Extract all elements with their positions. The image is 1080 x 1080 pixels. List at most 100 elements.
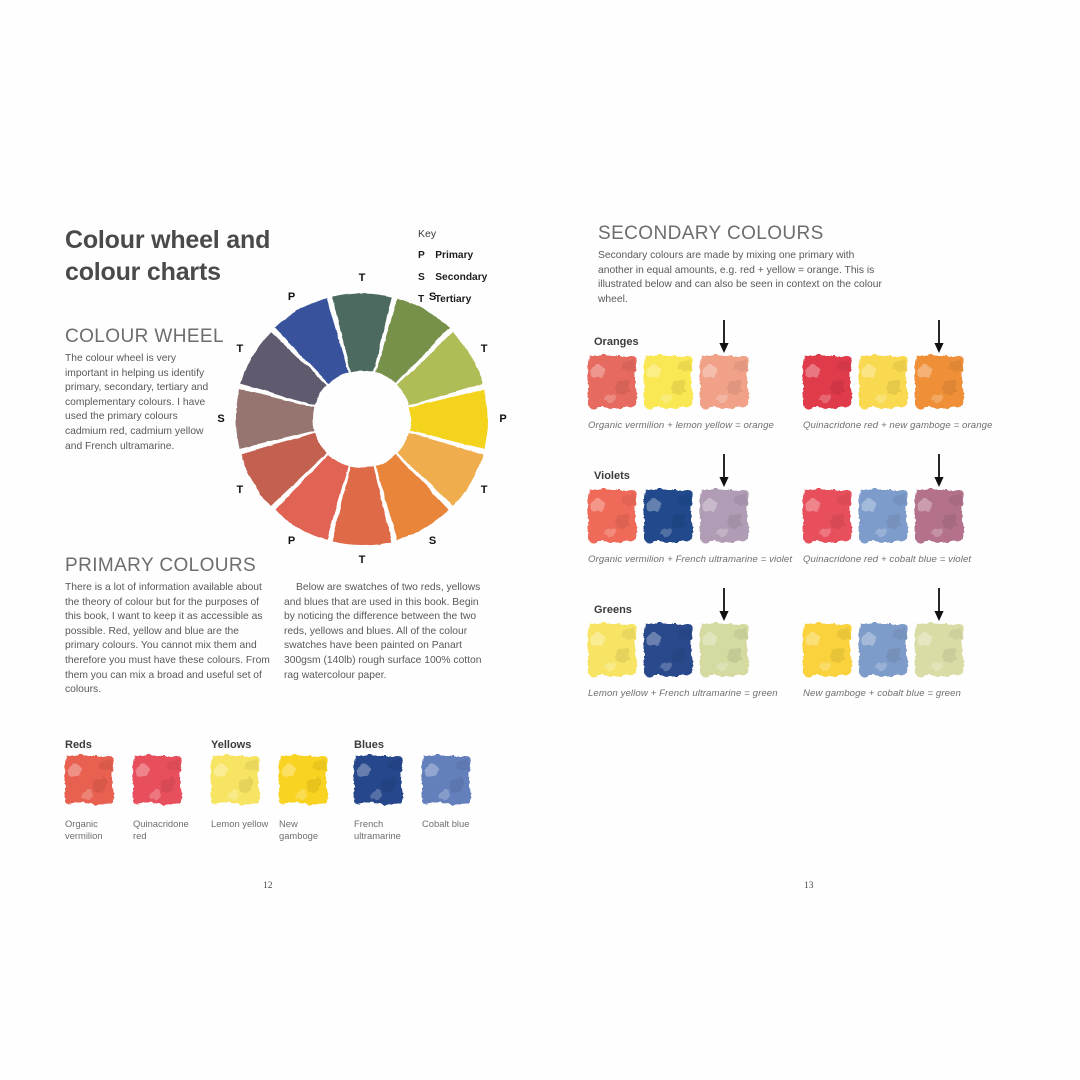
key-item-tertiary: T Tertiary bbox=[418, 289, 487, 307]
wheel-segment-blue-green bbox=[332, 293, 392, 372]
paint-swatch-new-gamboge bbox=[803, 624, 851, 676]
colour-wheel-body: The colour wheel is very important in he… bbox=[65, 353, 209, 452]
swatch-item: Cobalt blue bbox=[422, 756, 480, 830]
wheel-key-red-orange: T bbox=[358, 554, 366, 566]
secondary-colour-rows: Oranges Organic vermilion + lemon yellow … bbox=[588, 320, 1068, 736]
mix-arrow-icon bbox=[934, 588, 944, 621]
paint-swatch-french-ultramarine bbox=[644, 490, 692, 542]
key-heading: Key bbox=[418, 228, 437, 240]
mix-arrow-icon bbox=[934, 454, 944, 487]
page-number-left: 12 bbox=[263, 881, 273, 891]
colour-wheel-svg bbox=[236, 293, 488, 545]
swatch-caption: Quinacridone red bbox=[133, 818, 189, 842]
swatch-group-yellows: Yellows Lemon yellow New gamboge bbox=[211, 739, 327, 841]
wheel-key-yellow-green: T bbox=[480, 342, 488, 355]
wheel-key-orange: S bbox=[428, 535, 437, 548]
paint-swatch-cobalt-blue bbox=[859, 624, 907, 676]
primary-colours-heading: PRIMARY COLOURS bbox=[65, 555, 257, 576]
paint-swatch-quinacridone-red bbox=[803, 356, 851, 408]
swatch-item: Quinacridone red bbox=[133, 756, 191, 842]
wheel-key-violet: S bbox=[217, 413, 225, 425]
primary-colours-column-2: Below are swatches of two reds, yellows … bbox=[284, 582, 482, 681]
paint-swatch-organic-vermilion bbox=[588, 490, 636, 542]
key-label-tertiary: Tertiary bbox=[434, 294, 472, 305]
page-number-right: 13 bbox=[804, 881, 814, 891]
mix-equation-caption: Quinacridone red + new gamboge = orange bbox=[803, 420, 993, 431]
swatch-caption: New gamboge bbox=[279, 818, 319, 842]
wheel-segment-yellow-orange bbox=[397, 432, 483, 507]
wheel-key-red-violet: T bbox=[236, 483, 244, 496]
mix-equation-caption: Organic vermilion + French ultramarine =… bbox=[588, 554, 793, 565]
paint-swatch-lemon-yellow bbox=[644, 356, 692, 408]
paint-swatch bbox=[354, 756, 402, 804]
secondary-colours-body: Secondary colours are made by mixing one… bbox=[598, 250, 882, 305]
paint-swatch-green-mix bbox=[700, 624, 748, 676]
swatch-caption: French ultramarine bbox=[354, 818, 401, 842]
swatch-caption: Lemon yellow bbox=[211, 818, 269, 829]
wheel-key-yellow: P bbox=[499, 413, 507, 425]
key-letter-t: T bbox=[418, 294, 425, 305]
wheel-key-blue-green: T bbox=[358, 272, 366, 284]
key-block: Key P Primary S Secondary T Tertiary bbox=[418, 228, 487, 307]
swatch-item: New gamboge bbox=[279, 756, 337, 842]
wheel-segment-red bbox=[274, 454, 349, 540]
key-letter-s: S bbox=[418, 272, 425, 283]
wheel-segment-orange bbox=[375, 454, 450, 540]
wheel-key-yellow-orange: T bbox=[480, 483, 488, 496]
wheel-segment-red-violet bbox=[241, 432, 327, 507]
wheel-key-blue-violet: T bbox=[236, 342, 244, 355]
paint-swatch bbox=[65, 756, 113, 804]
wheel-segment-red-orange bbox=[332, 466, 392, 545]
right-page: SECONDARY COLOURS Secondary colours are … bbox=[540, 0, 1080, 1080]
mix-equation-caption: Quinacridone red + cobalt blue = violet bbox=[803, 554, 972, 565]
paint-swatch-orange-mix bbox=[700, 356, 748, 408]
swatch-group-label: Blues bbox=[354, 739, 384, 751]
secondary-colours-heading: SECONDARY COLOURS bbox=[598, 223, 824, 244]
key-item-primary: P Primary bbox=[418, 245, 487, 263]
paint-swatch-green-mix bbox=[915, 624, 963, 676]
swatch-group-reds: Reds Organic vermilion Quinacridone red bbox=[65, 739, 189, 841]
key-label-secondary: Secondary bbox=[435, 272, 488, 283]
swatch-caption: Organic vermilion bbox=[65, 818, 103, 842]
wheel-segment-yellow bbox=[409, 389, 488, 449]
wheel-key-blue: P bbox=[287, 290, 296, 303]
secondary-row-label: Violets bbox=[594, 470, 630, 482]
secondary-row-label: Greens bbox=[594, 604, 632, 616]
paint-swatch-violet-mix bbox=[700, 490, 748, 542]
primary-colours-column-1: There is a lot of information available … bbox=[65, 582, 270, 696]
paint-swatch-cobalt-blue bbox=[859, 490, 907, 542]
left-page: Colour wheel and colour charts Key P Pri… bbox=[65, 224, 507, 891]
swatch-item: French ultramarine bbox=[354, 756, 412, 842]
mix-arrow-icon bbox=[719, 588, 729, 621]
paint-swatch bbox=[133, 756, 181, 804]
key-label-primary: Primary bbox=[435, 250, 474, 261]
mix-arrow-icon bbox=[719, 454, 729, 487]
mix-equation-caption: Lemon yellow + French ultramarine = gree… bbox=[588, 688, 778, 699]
page-title-line1: Colour wheel and bbox=[65, 226, 271, 254]
swatch-item: Organic vermilion bbox=[65, 756, 123, 842]
wheel-segment-green bbox=[375, 298, 450, 384]
swatch-caption: Cobalt blue bbox=[422, 818, 470, 829]
key-item-secondary: S Secondary bbox=[418, 267, 487, 285]
paint-swatch bbox=[279, 756, 327, 804]
mix-equation-caption: New gamboge + cobalt blue = green bbox=[803, 688, 961, 699]
paint-swatch-lemon-yellow bbox=[588, 624, 636, 676]
page-title-line2: colour charts bbox=[65, 258, 221, 286]
paint-swatch-orange-mix bbox=[915, 356, 963, 408]
paint-swatch-violet-mix bbox=[915, 490, 963, 542]
swatch-group-label: Reds bbox=[65, 739, 92, 751]
wheel-segment-blue-violet bbox=[241, 331, 327, 406]
key-letter-p: P bbox=[418, 250, 425, 261]
wheel-key-red: P bbox=[287, 535, 296, 548]
colour-wheel-heading: COLOUR WHEEL bbox=[65, 326, 224, 347]
mix-arrow-icon bbox=[719, 320, 729, 353]
swatch-group-blues: Blues French ultramarine Cobalt blue bbox=[354, 739, 470, 841]
paint-swatch-french-ultramarine bbox=[644, 624, 692, 676]
mix-arrow-icon bbox=[934, 320, 944, 353]
paint-swatch bbox=[422, 756, 470, 804]
paint-swatch-new-gamboge bbox=[859, 356, 907, 408]
page-title: Colour wheel and colour charts bbox=[65, 224, 395, 288]
wheel-key-green: S bbox=[428, 290, 437, 303]
paint-swatch-organic-vermilion bbox=[588, 356, 636, 408]
